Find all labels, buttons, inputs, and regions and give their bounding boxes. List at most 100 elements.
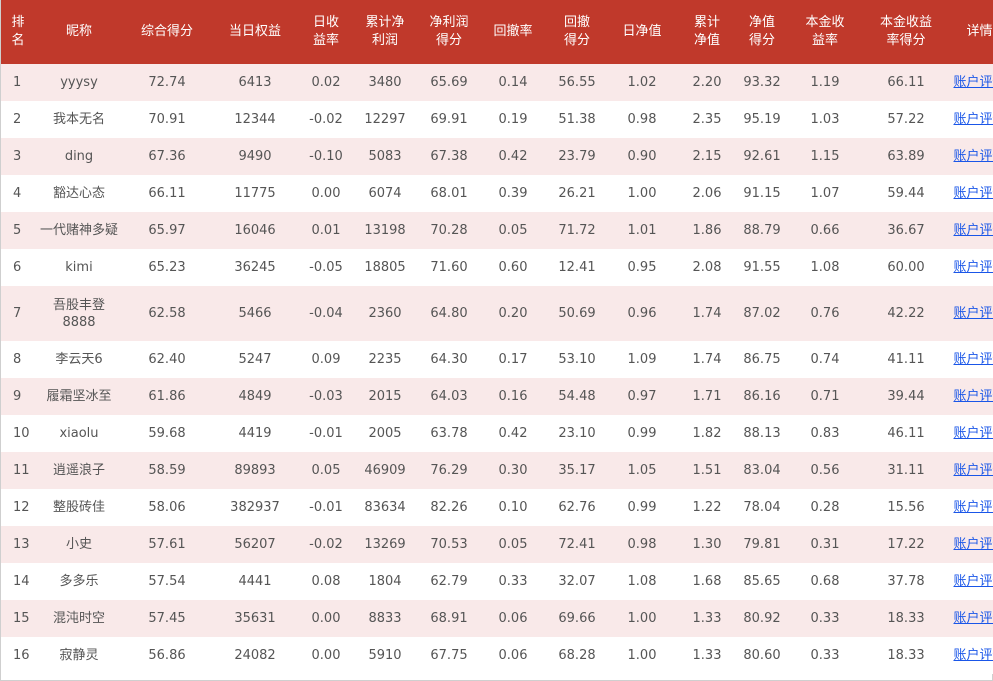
nickname-text: 履霜坚冰至: [46, 389, 112, 404]
composite-score-cell: 70.91: [123, 101, 211, 138]
drawdown-cell: 0.06: [481, 600, 545, 637]
principal-return-cell: 0.83: [785, 415, 865, 452]
nav-score-cell: 88.13: [739, 415, 785, 452]
account-evaluation-link[interactable]: 账户评估: [953, 463, 993, 478]
profit-score-cell: 64.30: [417, 341, 481, 378]
table-row: 16 寂静灵 56.86 24082 0.00 5910 67.75 0.06 68.28 1.0…: [1, 637, 993, 674]
detail-cell: 账户评估: [947, 101, 993, 138]
account-evaluation-link[interactable]: 账户评估: [953, 186, 993, 201]
daily-return-cell: 0.01: [299, 212, 353, 249]
account-evaluation-link[interactable]: 账户评估: [953, 389, 993, 404]
account-evaluation-link[interactable]: 账户评估: [953, 648, 993, 663]
detail-cell: 账户评估: [947, 489, 993, 526]
detail-cell: 账户评估: [947, 452, 993, 489]
profit-score-cell: 64.80: [417, 286, 481, 341]
equity-cell: 12344: [211, 101, 299, 138]
daily-return-cell: 0.02: [299, 64, 353, 101]
nickname-text: 李云天6: [55, 352, 103, 367]
nickname-text: 寂静灵: [59, 648, 99, 663]
principal-return-cell: 0.28: [785, 489, 865, 526]
nickname-text: 一代赌神多疑: [39, 223, 118, 238]
profit-score-cell: 71.60: [417, 249, 481, 286]
drawdown-score-cell: 68.28: [545, 637, 609, 674]
rank-cell: 9: [1, 378, 35, 415]
drawdown-score-cell: 54.48: [545, 378, 609, 415]
cumulative-profit-cell: 2360: [353, 286, 417, 341]
nickname-cell: xiaolu: [35, 415, 123, 452]
table-row: 1 yyysy 72.74 6413 0.02 3480 65.69 0.14 56.55 1.0…: [1, 64, 993, 101]
account-evaluation-link[interactable]: 账户评估: [953, 574, 993, 589]
nickname-text: xiaolu: [59, 426, 99, 441]
principal-return-score-cell: 46.11: [865, 415, 947, 452]
nav-cell: 0.90: [609, 138, 675, 175]
drawdown-score-cell: 72.41: [545, 526, 609, 563]
table-row: 13 小史 57.61 56207 -0.02 13269 70.53 0.05 72.41 0.…: [1, 526, 993, 563]
principal-return-score-cell: 66.11: [865, 64, 947, 101]
profit-score-cell: 76.29: [417, 452, 481, 489]
equity-cell: 4441: [211, 563, 299, 600]
account-evaluation-link[interactable]: 账户评估: [953, 223, 993, 238]
drawdown-score-cell: 35.17: [545, 452, 609, 489]
nickname-cell: 寂静灵: [35, 637, 123, 674]
header-label: 本金收: [805, 15, 845, 30]
drawdown-header: 回撤率: [481, 0, 545, 64]
nickname-text: 吾股丰登: [52, 297, 105, 313]
equity-cell: 89893: [211, 452, 299, 489]
equity-cell: 4849: [211, 378, 299, 415]
rank-cell: 5: [1, 212, 35, 249]
header-label: 回撤率: [493, 24, 533, 39]
daily-return-cell: -0.01: [299, 415, 353, 452]
nav-score-cell: 86.75: [739, 341, 785, 378]
account-evaluation-link[interactable]: 账户评估: [953, 352, 993, 367]
account-evaluation-link[interactable]: 账户评估: [953, 537, 993, 552]
rank-cell: 8: [1, 341, 35, 378]
daily-return-cell: -0.04: [299, 286, 353, 341]
nav-cell: 1.02: [609, 64, 675, 101]
nav-score-cell: 83.04: [739, 452, 785, 489]
nickname-text: 8888: [62, 314, 96, 330]
nav-score-cell: 80.92: [739, 600, 785, 637]
principal-return-cell: 1.15: [785, 138, 865, 175]
cumulative-profit-cell: 13198: [353, 212, 417, 249]
detail-cell: 账户评估: [947, 415, 993, 452]
nav-cell: 0.96: [609, 286, 675, 341]
detail-cell: 账户评估: [947, 286, 993, 341]
account-evaluation-link[interactable]: 账户评估: [953, 500, 993, 515]
principal-return-score-cell: 59.44: [865, 175, 947, 212]
nav-score-cell: 91.55: [739, 249, 785, 286]
header-label: 综合得分: [140, 24, 193, 39]
account-evaluation-link[interactable]: 账户评估: [953, 306, 993, 321]
header-label: 排: [11, 15, 25, 30]
cumulative-nav-cell: 1.30: [675, 526, 739, 563]
cumulative-nav-cell: 1.33: [675, 637, 739, 674]
detail-cell: 账户评估: [947, 249, 993, 286]
header-label: 得分: [563, 33, 590, 48]
profit-score-cell: 69.91: [417, 101, 481, 138]
account-evaluation-link[interactable]: 账户评估: [953, 260, 993, 275]
nav-cell: 0.98: [609, 526, 675, 563]
nickname-cell: 整股砖佳: [35, 489, 123, 526]
header-label: 率得分: [886, 33, 926, 48]
composite-score-cell: 58.59: [123, 452, 211, 489]
rank-cell: 2: [1, 101, 35, 138]
nickname-cell: 履霜坚冰至: [35, 378, 123, 415]
header-label: 昵称: [65, 24, 92, 39]
account-evaluation-link[interactable]: 账户评估: [953, 112, 993, 127]
principal-return-cell: 1.19: [785, 64, 865, 101]
principal-return-cell: 1.08: [785, 249, 865, 286]
account-evaluation-link[interactable]: 账户评估: [953, 75, 993, 90]
account-evaluation-link[interactable]: 账户评估: [953, 149, 993, 164]
cumulative-nav-cell: 1.51: [675, 452, 739, 489]
profit-score-cell: 82.26: [417, 489, 481, 526]
drawdown-score-cell: 12.41: [545, 249, 609, 286]
drawdown-cell: 0.16: [481, 378, 545, 415]
header-label: 得分: [748, 33, 775, 48]
nav-cell: 1.00: [609, 637, 675, 674]
nickname-cell: 我本无名: [35, 101, 123, 138]
cumulative-profit-cell: 83634: [353, 489, 417, 526]
table-row: 7 吾股丰登 8888 62.58 5466 -0.04 2360 64.80 0.20 50.6…: [1, 286, 993, 341]
account-evaluation-link[interactable]: 账户评估: [953, 426, 993, 441]
header-label: 日收: [312, 15, 339, 30]
nickname-text: 我本无名: [52, 112, 105, 127]
account-evaluation-link[interactable]: 账户评估: [953, 611, 993, 626]
